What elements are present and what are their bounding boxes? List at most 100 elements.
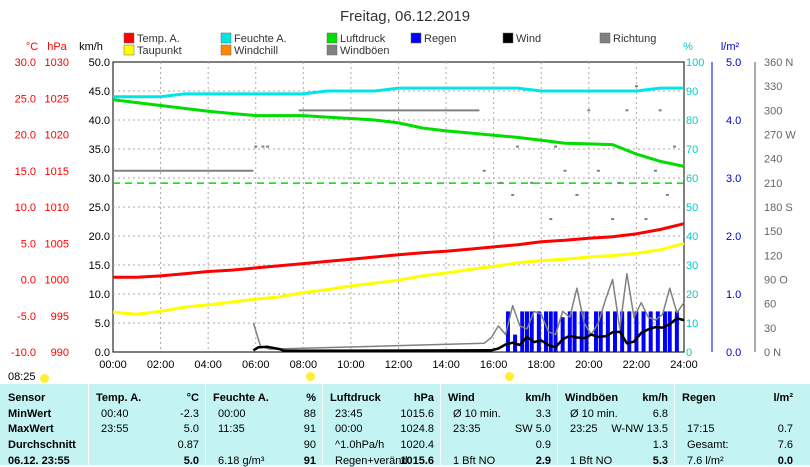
direction-tick-label: 60 [764,299,776,311]
x-tick-label: 00:00 [99,359,127,371]
rain-bar [567,311,572,352]
legend-swatch [326,32,338,44]
pressure-tick-label: 1000 [45,275,69,287]
direction-point [658,109,662,112]
pressure-column-unit: hPa [413,392,434,404]
x-tick-label: 06:00 [242,359,270,371]
humidity-row-3-value: 90 [303,439,316,451]
direction-point [511,193,515,196]
axis-units: °C hPa km/h% l/m² [26,41,740,53]
series-line-temp-a [113,222,685,279]
rain-tick-label: 4.0 [726,115,741,127]
gust-column-unit: km/h [642,392,668,404]
rain-bar [620,311,625,352]
rain-bar [627,311,632,352]
temp-tick-label: 10.0 [15,202,36,214]
table-column-gust: Windböen km/h Ø 10 min. 6.8 23:25 W-NW 13.5 1.… [557,384,675,467]
table-column-temp: Temp. A. °C 00:40 -2.3 23:55 5.0 0.87 5.0 [88,384,206,467]
x-tick-label: 18:00 [527,359,555,371]
temp-row-1-value: -2.3 [180,408,199,420]
wind-tick-label: 25.0 [89,202,110,214]
statistics-table: Sensor MinWert MaxWert Durchschnitt 06.1… [0,384,810,467]
rain-bar [579,311,584,352]
humidity-column-title: Feuchte A. [213,392,269,404]
rain-bar [524,311,529,352]
rain-bar [648,311,653,352]
direction-point [266,145,270,148]
table-column-humidity: Feuchte A.% 00:00 88 11:35 91 90 6.18 g/m³ 91 [205,384,323,467]
direction-point [665,193,669,196]
pressure-row-2-label: 00:00 [335,423,363,435]
chart-axes: 00:00 02:00 04:00 06:00 08:00 10:00 12:00 14:00… [11,57,796,371]
legend-label: Taupunkt [137,45,182,57]
direction-tick-label: 360 N [764,57,793,69]
wind-tick-label: 10.0 [89,289,110,301]
temp-tick-label: -10.0 [11,347,36,359]
table-column-wind: Wind km/h Ø 10 min. 3.3 23:35 SW 5.0 0.9 1 Bft … [440,384,558,467]
rain-bar [593,311,598,352]
x-tick-label: 16:00 [480,359,508,371]
wind-row-3-value: 0.9 [535,439,551,451]
x-tick-label: 24:00 [670,359,698,371]
direction-point [575,193,579,196]
rain-bar [520,311,525,352]
x-tick-label: 22:00 [623,359,651,371]
rain-bar [667,311,672,352]
temp-row-3-value: 0.87 [177,439,199,451]
direction-point [530,181,534,184]
humidity-row-1-value: 88 [303,408,316,420]
direction-point [254,145,258,148]
direction-point [587,109,591,112]
temp-tick-label: 5.0 [21,238,36,250]
humidity-tick-label: 60 [686,173,698,185]
legend-label: Windchill [234,45,278,57]
legend-label: Regen [424,33,456,45]
rain-row-2-value: 0.7 [777,423,793,435]
pressure-tick-label: 1025 [45,93,69,105]
pressure-row-2-value: 1024.8 [400,423,434,435]
rain-bar [536,311,541,352]
legend-swatch [502,32,514,44]
gust-row-3-value: 1.3 [652,439,668,451]
temp-tick-label: 25.0 [15,93,36,105]
table-column-pressure: Luftdruck hPa 23:45 1015.6 00:00 1024.8 ^1.0hP… [322,384,441,467]
temp-row-2-value: 5.0 [183,423,199,435]
rowlabel-sensor: Sensor [8,392,46,404]
legend-swatch [326,44,338,56]
x-tick-label: 02:00 [147,359,175,371]
wind-row-2-value: SW 5.0 [514,423,551,435]
gust-series-line [252,272,685,350]
direction-tick-label: 270 W [764,130,796,142]
humidity-column-unit: % [306,392,316,404]
temp-row-1-label: 00:40 [101,408,129,420]
legend-swatch [220,32,232,44]
legend-swatch [410,32,422,44]
humidity-tick-label: 80 [686,115,698,127]
temp-tick-label: 15.0 [15,166,36,178]
wind-tick-label: 35.0 [89,144,110,156]
sunrise-label: 08:25 [8,371,36,383]
rain-bar [662,311,667,352]
direction-point [482,169,486,172]
wind-tick-label: 15.0 [89,260,110,272]
wind-tick-label: 20.0 [89,231,110,243]
rain-row-4-value: 0.0 [777,455,793,467]
rain-bar [572,311,577,352]
humidity-row-4-label: 6.18 g/m³ [218,455,265,467]
gust-row-2-value: W-NW 13.5 [611,423,668,435]
legend-label: Feuchte A. [234,33,287,45]
pressure-tick-label: 1020 [45,130,69,142]
rain-bar [505,311,510,352]
humidity-tick-label: 70 [686,144,698,156]
gust-row-1-value: 6.8 [652,408,668,420]
rain-tick-label: 0.0 [726,347,741,359]
series-line-luftdruck [112,98,685,168]
legend-swatch [123,32,135,44]
legend-swatch [599,32,611,44]
sun-icon [40,374,49,383]
direction-point [499,181,503,184]
humidity-row-4-value: 91 [303,455,316,467]
humidity-tick-label: 50 [686,202,698,214]
direction-tick-label: 90 O [764,275,788,287]
x-tick-label: 12:00 [385,359,413,371]
